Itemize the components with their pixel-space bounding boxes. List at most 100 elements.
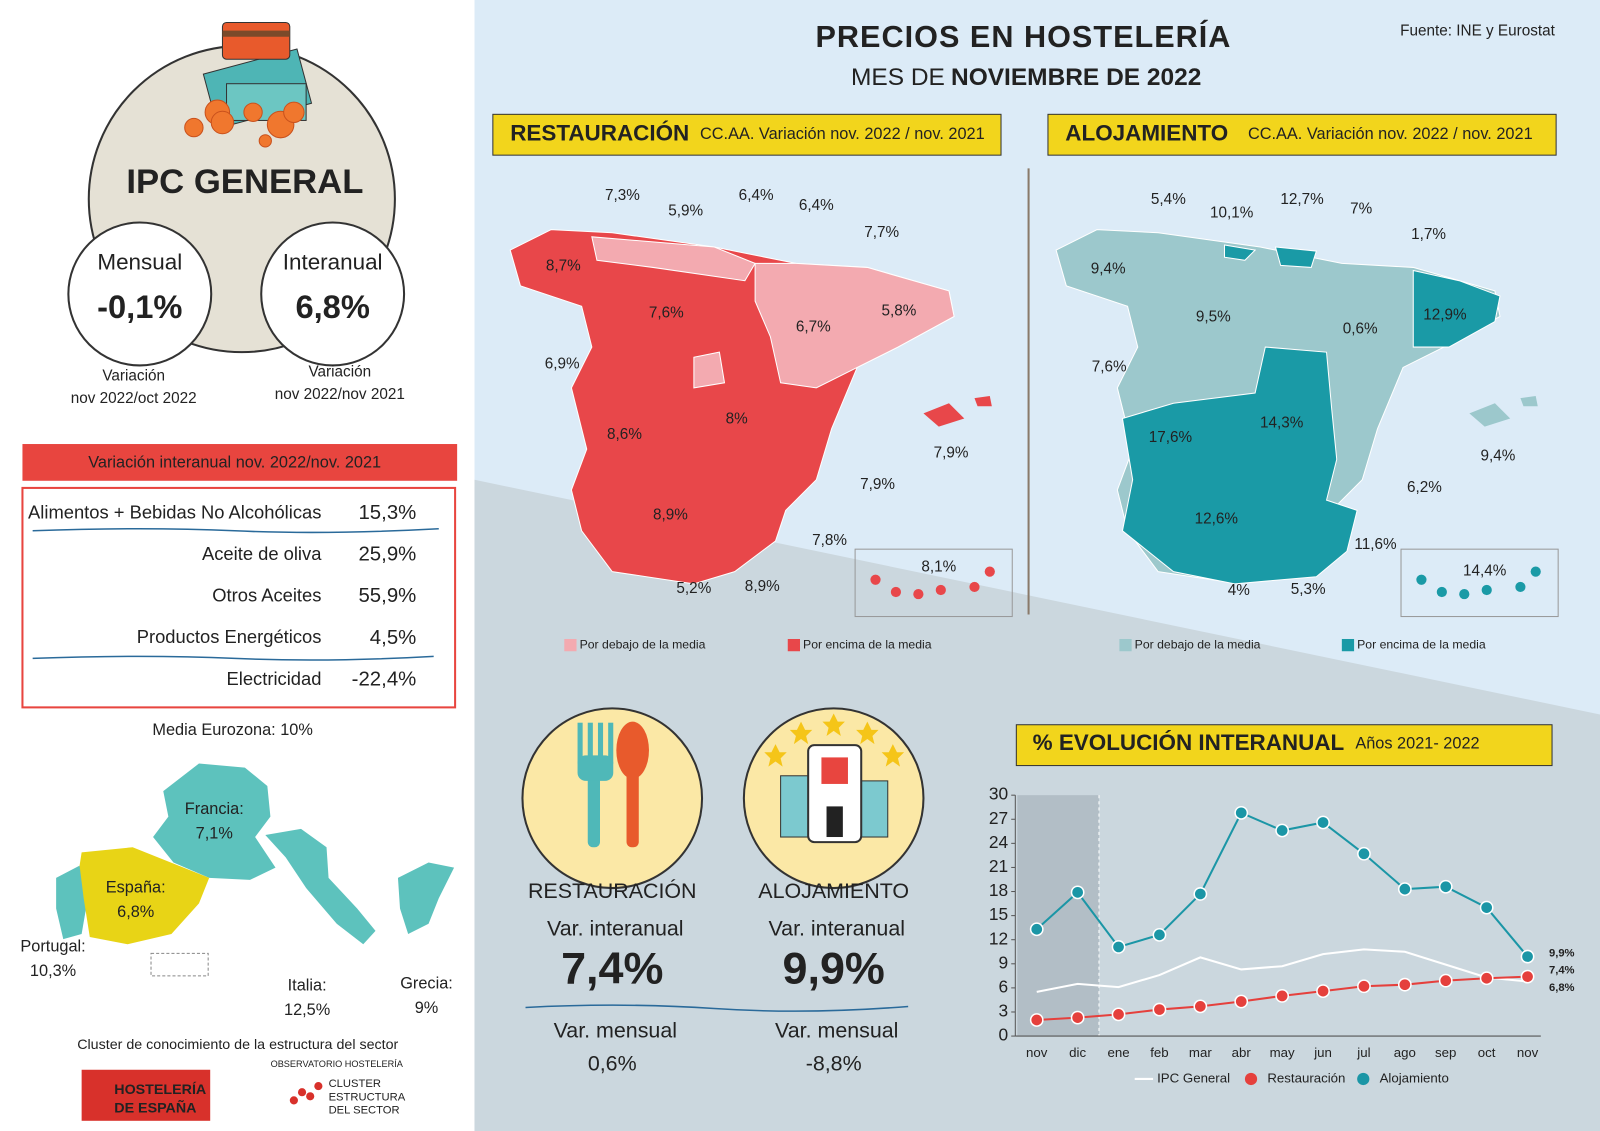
divider-wave [32,527,439,534]
ipc-value: 6,8% [295,288,369,325]
region-label: 9,4% [1481,447,1516,464]
region-label: 12,6% [1195,511,1239,528]
hotel-window [821,757,848,784]
logo-dot [289,1096,298,1105]
x-tick-label: jun [1313,1045,1332,1060]
map-title: ALOJAMIENTO [1065,121,1228,146]
data-point [1397,882,1412,897]
summary-label: Var. mensual [775,1019,898,1043]
logo-dot [314,1082,323,1091]
fork-head [577,755,614,781]
data-point [1070,885,1085,900]
map-greece [397,862,455,934]
x-tick-label: ene [1107,1045,1129,1060]
region [754,262,955,389]
data-point [1316,815,1330,830]
region-label: 9,4% [1091,261,1126,278]
legend-swatch [564,638,577,652]
map-canarias-box [150,952,209,977]
data-point [1070,1010,1085,1025]
summary-title: RESTAURACIÓN [528,878,697,903]
star-icon [764,744,787,767]
region [693,351,726,389]
ipc-value: -0,1% [97,288,182,325]
star-icon [881,744,905,767]
breakdown-title: Variación interanual nov. 2022/nov. 2021 [88,454,381,472]
card-stripe [222,30,290,37]
logo-text: HOSTELERÍA [114,1081,206,1098]
region-label: 7,9% [934,444,969,461]
country-name: España: [106,878,166,896]
island [974,396,992,407]
logo-text: DEL SECTOR [329,1105,400,1117]
breakdown-value: 4,5% [370,627,417,649]
island [890,586,902,598]
chart-banner [1015,724,1553,767]
region-label: 9,5% [1196,309,1231,326]
region-label: 5,8% [882,302,917,319]
region-label: 8,1% [921,559,956,576]
region-label: 8% [726,411,749,428]
region-label: 7% [1350,200,1373,217]
icon-circle [521,707,704,890]
region-label: 5,2% [676,580,711,597]
data-point [1029,1013,1044,1027]
fork-tine [608,722,614,764]
country-value: 9% [415,999,439,1017]
legend-marker [1357,1072,1370,1086]
ipc-label: Mensual [97,249,182,274]
ipc-note: Variación [102,368,165,385]
x-tick-label: ago [1394,1045,1416,1060]
data-point [1111,940,1126,954]
ipc-note: nov 2022/oct 2022 [71,390,197,407]
x-tick-label: oct [1478,1045,1496,1060]
x-tick-label: may [1270,1045,1295,1060]
region [1412,269,1501,348]
map-portugal [56,865,88,940]
data-point [1520,969,1535,984]
region-label: 8,6% [607,426,642,443]
fork-icon [587,775,600,848]
region-label: 14,3% [1260,415,1304,432]
fork-tine [597,722,604,764]
region-label: 7,9% [860,476,895,493]
region-label: 7,7% [864,224,899,241]
star-icon [789,721,813,745]
region [1121,346,1358,585]
summary-label: Var. interanual [768,917,905,941]
country-value: 7,1% [196,824,233,842]
legend-marker [1244,1072,1258,1086]
country-value: 12,5% [284,1001,330,1019]
hotel-door [826,806,843,838]
legend-label: Por debajo de la media [580,637,706,651]
summary-monthly: 0,6% [588,1051,637,1075]
country-name: Italia: [288,976,327,994]
legend-label: Por debajo de la media [1135,637,1261,651]
region-label: 0,6% [1343,321,1378,338]
region-label: 17,6% [1149,429,1193,446]
breakdown-label: Alimentos + Bebidas No Alcohólicas [28,501,321,522]
region-label: 8,9% [653,507,688,524]
legend-label: Por encima de la media [1357,637,1486,651]
breakdown-label: Electricidad [227,668,322,689]
region [1274,246,1318,268]
coin-icon [210,110,235,135]
logo-dot [297,1088,307,1097]
observatorio: OBSERVATORIO HOSTELERÍA [271,1059,404,1069]
ipc-label: Interanual [283,249,383,274]
island [1520,396,1538,407]
island [935,584,946,596]
spoon-handle [626,770,639,848]
region-label: 6,4% [799,197,834,214]
region-label: 11,6% [1354,536,1397,553]
x-tick-label: dic [1069,1045,1086,1060]
island [1436,586,1447,598]
y-tick-label: 30 [989,784,1008,804]
y-tick-label: 24 [989,832,1009,852]
region-label: 6,4% [739,187,774,204]
legend-swatch [787,638,800,652]
region-label: 1,7% [1411,226,1446,243]
region-label: 8,7% [546,257,581,274]
data-point [1193,999,1208,1014]
region-label: 12,7% [1280,191,1324,208]
